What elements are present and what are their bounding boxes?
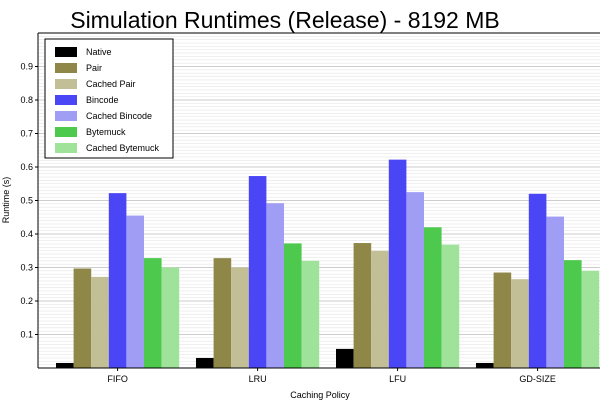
x-axis-label: Caching Policy <box>290 390 350 400</box>
bar-cached-pair-lru <box>231 267 249 368</box>
y-tick-label: 0.1 <box>20 330 33 340</box>
bar-cached-pair-lfu <box>371 250 389 368</box>
x-tick-labels: FIFO LRU LFU GD-SIZE <box>107 368 556 384</box>
y-tick-label: 0.9 <box>20 62 33 72</box>
x-tick-label-lru: LRU <box>249 374 267 384</box>
bar-bytemuck-fifo <box>144 258 162 368</box>
bar-pair-fifo <box>73 268 92 368</box>
bar-bincode-gd-size <box>528 193 547 368</box>
bars-group <box>56 159 600 368</box>
bar-pair-lfu <box>353 243 372 368</box>
y-tick-labels: 0.1 0.2 0.3 0.4 0.5 0.6 0.7 0.8 0.9 <box>20 62 38 340</box>
bar-native-gd-size <box>476 362 494 368</box>
legend-swatch <box>55 47 77 57</box>
bar-native-lfu <box>336 348 354 368</box>
legend-label: Cached Bytemuck <box>86 143 160 153</box>
legend-swatch <box>55 63 77 73</box>
chart-title: Simulation Runtimes (Release) - 8192 MB <box>70 7 500 33</box>
bar-bytemuck-gd-size <box>564 260 582 368</box>
bar-cached-pair-fifo <box>91 276 109 368</box>
legend-swatch <box>55 95 77 105</box>
legend-label: Cached Pair <box>86 79 136 89</box>
x-tick-label-fifo: FIFO <box>107 374 128 384</box>
bar-cached-bytemuck-fifo <box>161 267 180 368</box>
legend-swatch <box>55 111 77 121</box>
legend-label: Bincode <box>86 95 119 105</box>
bar-pair-gd-size <box>493 272 512 368</box>
bar-cached-bincode-gd-size <box>546 216 564 368</box>
legend-swatch <box>55 127 77 137</box>
legend-swatch <box>55 143 77 153</box>
legend-label: Pair <box>86 63 102 73</box>
legend: Native Pair Cached Pair Bincode Cached Binco… <box>44 38 174 159</box>
y-tick-label: 0.2 <box>20 296 33 306</box>
bar-bytemuck-lfu <box>424 227 442 368</box>
legend-swatch <box>55 79 77 89</box>
x-tick-label-gd-size: GD-SIZE <box>519 374 556 384</box>
bar-cached-pair-gd-size <box>511 279 529 368</box>
bar-pair-lru <box>213 258 232 368</box>
bar-cached-bincode-lru <box>266 203 284 368</box>
bar-bincode-lfu <box>388 159 407 368</box>
y-tick-label: 0.3 <box>20 263 33 273</box>
bar-cached-bytemuck-lfu <box>441 244 460 368</box>
bar-cached-bincode-fifo <box>126 215 144 368</box>
bar-cached-bytemuck-gd-size <box>581 270 600 368</box>
y-tick-label: 0.4 <box>20 229 33 239</box>
bar-cached-bincode-lfu <box>406 192 424 368</box>
y-tick-label: 0.5 <box>20 196 33 206</box>
bar-cached-bytemuck-lru <box>301 260 320 368</box>
y-tick-label: 0.8 <box>20 95 33 105</box>
y-axis-label: Runtime (s) <box>1 177 11 224</box>
bar-bytemuck-lru <box>284 243 302 368</box>
bar-native-lru <box>196 357 214 368</box>
y-tick-label: 0.6 <box>20 162 33 172</box>
y-tick-label: 0.7 <box>20 129 33 139</box>
x-tick-label-lfu: LFU <box>389 374 406 384</box>
legend-label: Cached Bincode <box>86 111 152 121</box>
bar-native-fifo <box>56 362 74 368</box>
bar-bincode-lru <box>248 176 267 368</box>
legend-label: Native <box>86 47 112 57</box>
bar-bincode-fifo <box>108 193 127 368</box>
legend-label: Bytemuck <box>86 127 126 137</box>
